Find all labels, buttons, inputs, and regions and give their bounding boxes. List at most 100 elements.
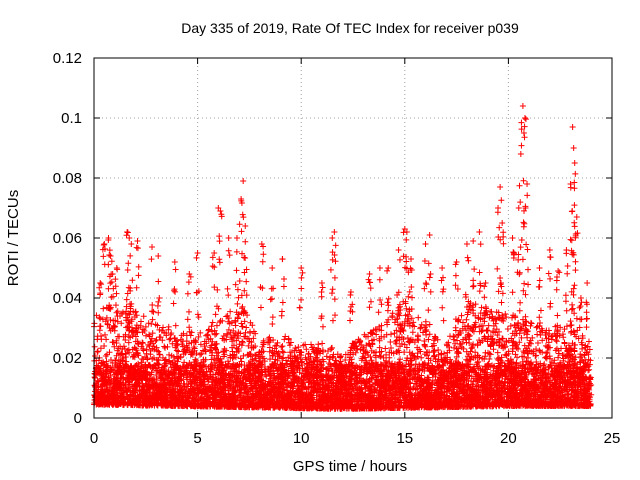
data-point [381,359,388,366]
data-point [572,341,579,348]
data-point [392,338,399,345]
data-point [504,325,511,332]
data-point [292,345,299,352]
data-point [190,344,197,351]
data-point [94,336,101,343]
data-point [478,304,485,311]
data-point [229,351,236,358]
data-point [508,359,515,366]
data-point [490,329,497,336]
data-point [361,331,368,338]
data-point [103,314,110,321]
data-point [554,328,561,335]
data-point [305,350,312,357]
data-point [459,319,466,326]
data-point [125,339,132,346]
data-point [140,313,147,320]
data-point [389,310,396,317]
data-point [396,312,403,319]
data-point [534,323,541,330]
data-point [452,340,459,347]
data-point [233,337,240,344]
data-point [161,329,168,336]
data-point [393,337,400,344]
data-point [165,323,172,330]
data-point [411,339,418,346]
data-point [132,325,139,332]
data-point [159,337,166,344]
data-point [498,354,505,361]
data-point [270,337,277,344]
data-point [477,339,484,346]
data-point [376,335,383,342]
data-point [282,333,289,340]
data-point [219,335,226,342]
data-point [280,354,287,361]
data-point [447,360,454,367]
data-point [307,353,314,360]
data-point [170,354,177,361]
data-point [149,345,156,352]
data-point [119,351,126,358]
data-point [507,322,514,329]
data-point [372,326,379,333]
data-point [102,352,109,359]
data-point [207,344,214,351]
data-point [353,346,360,353]
data-point [425,336,432,343]
data-point [419,329,426,336]
data-point [124,347,131,354]
data-point [241,318,248,325]
data-point [451,333,458,340]
data-point [534,331,541,338]
data-point [409,350,416,357]
data-point [378,404,385,411]
data-point [364,349,371,356]
data-point [97,315,104,322]
data-point [390,350,397,357]
data-point [149,330,156,337]
data-point [454,337,461,344]
data-point [197,329,204,336]
data-point [418,321,425,328]
data-point [560,352,567,359]
data-point [496,336,503,343]
data-point [425,355,432,362]
data-point [179,343,186,350]
data-point [302,354,309,361]
data-point [251,352,258,359]
data-point [485,322,492,329]
data-point [132,345,139,352]
data-point [303,346,310,353]
data-point [472,349,479,356]
data-point [131,329,138,336]
data-point [302,404,309,411]
data-point [504,357,511,364]
data-point [211,355,218,362]
data-point [402,312,409,319]
data-point [560,357,567,364]
data-point [356,338,363,345]
data-point [561,326,568,333]
data-point [145,341,152,348]
data-point [246,338,253,345]
data-point [202,346,209,353]
data-point [404,354,411,361]
data-point [476,323,483,330]
data-point [127,334,134,341]
data-point [524,328,531,335]
data-point [243,324,250,331]
data-point [287,355,294,362]
data-point [135,341,142,348]
data-point [555,354,562,361]
data-point [359,353,366,360]
data-point [365,340,372,347]
data-point [503,337,510,344]
data-point [373,331,380,338]
data-point [410,319,417,326]
data-point [146,331,153,338]
data-point [266,356,273,363]
data-point [240,352,247,359]
data-point [382,345,389,352]
data-point [148,320,155,327]
